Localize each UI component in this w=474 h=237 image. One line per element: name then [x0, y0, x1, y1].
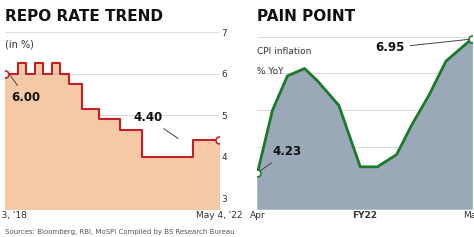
Text: Sources: Bloomberg, RBI, MoSPI Compiled by BS Research Bureau: Sources: Bloomberg, RBI, MoSPI Compiled …	[5, 229, 234, 235]
Text: REPO RATE TREND: REPO RATE TREND	[5, 9, 163, 24]
Text: CPI inflation: CPI inflation	[257, 47, 312, 56]
Text: 4.40: 4.40	[133, 111, 178, 138]
Text: (in %): (in %)	[5, 39, 34, 49]
Text: 6.95: 6.95	[375, 39, 469, 54]
Text: 6.00: 6.00	[10, 76, 40, 104]
Text: % YoY: % YoY	[257, 67, 284, 76]
Text: 4.23: 4.23	[260, 146, 301, 171]
Text: PAIN POINT: PAIN POINT	[257, 9, 356, 24]
